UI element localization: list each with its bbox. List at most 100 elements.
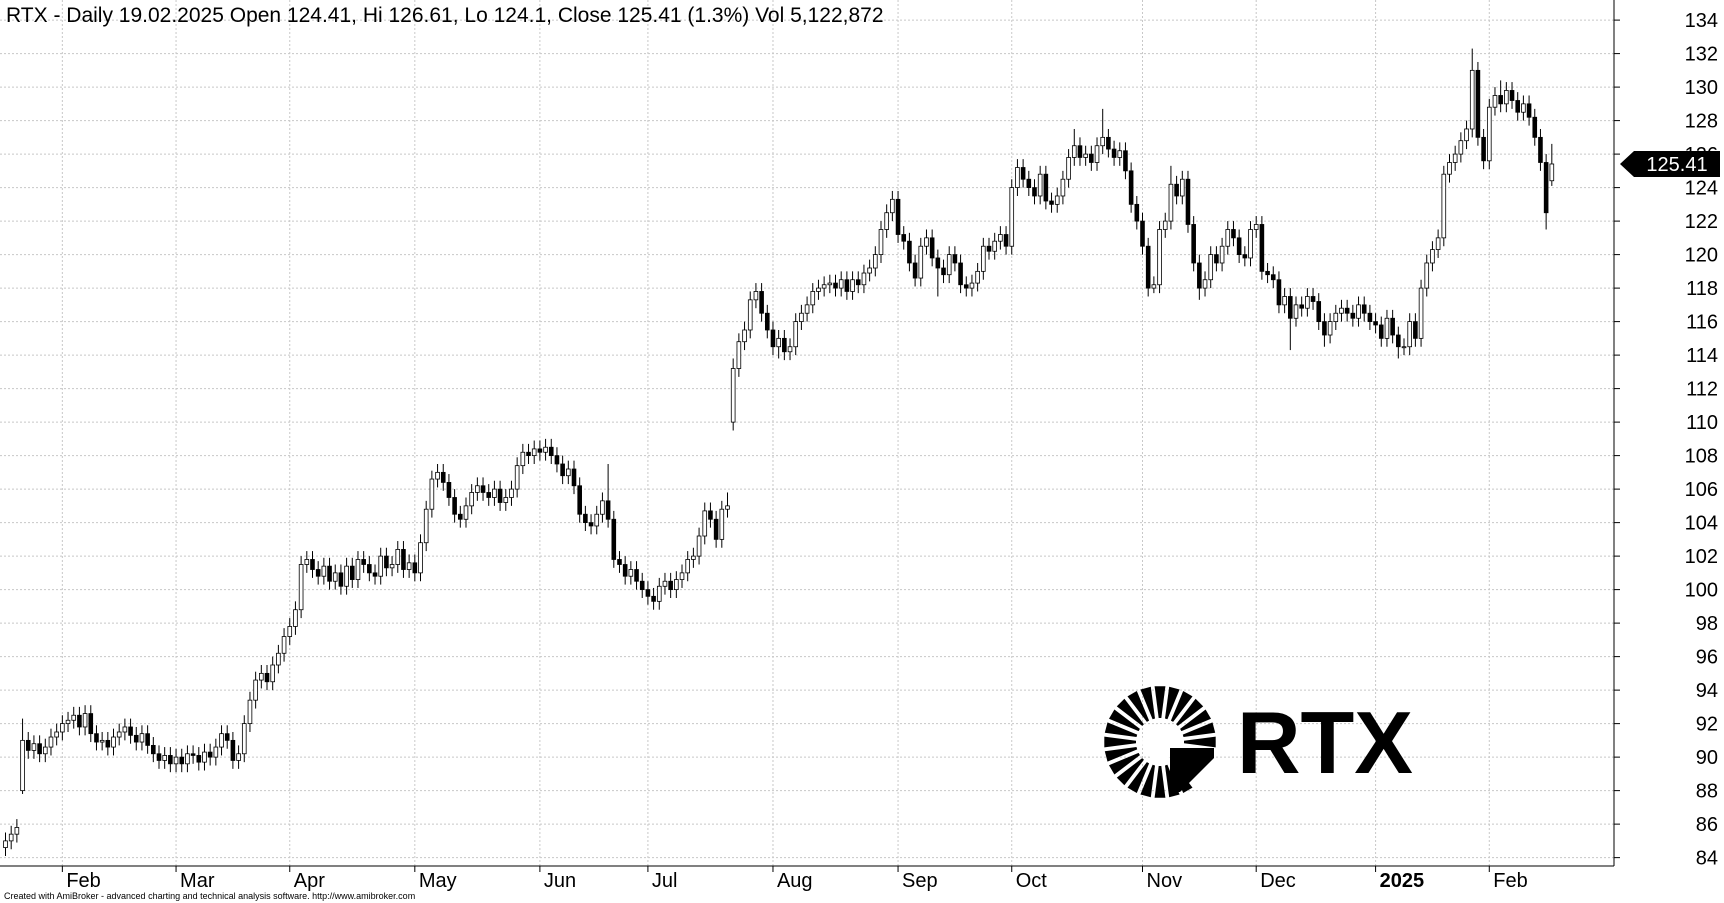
candle-body [918, 245, 924, 279]
candle-body [742, 329, 747, 343]
candle-body [605, 500, 611, 520]
candle-body [1162, 220, 1168, 230]
candle-body [560, 463, 565, 477]
y-tick-label: 120 [1685, 245, 1718, 267]
candle-body [1441, 173, 1447, 239]
candle-body [1117, 150, 1123, 158]
logo-ray [1184, 736, 1216, 748]
logo-text: RTX [1237, 693, 1413, 792]
logo-ray [1116, 758, 1144, 786]
candle-body [1469, 69, 1475, 130]
x-tick-label: Mar [180, 870, 215, 892]
candle-body [440, 471, 446, 483]
candle-body [969, 282, 975, 289]
candle-body [247, 699, 253, 725]
candle-body [1157, 229, 1162, 286]
candle-body [952, 254, 958, 264]
candle-body [1339, 307, 1344, 314]
candle-body [241, 723, 247, 755]
candle-body [1225, 229, 1231, 247]
logo-ray [1140, 686, 1155, 720]
candle-body [1504, 90, 1509, 105]
candle-body [1333, 312, 1339, 323]
candle-body [298, 564, 304, 611]
candle-body [1288, 296, 1293, 319]
y-tick-label: 124 [1685, 178, 1718, 200]
candle-body [656, 585, 662, 602]
candle-body [594, 513, 600, 527]
candle-body [799, 312, 804, 323]
candle-body [1270, 274, 1276, 281]
x-tick-label: Apr [294, 870, 325, 892]
candle-body [1293, 304, 1299, 319]
candle-body [332, 572, 338, 582]
price-tag [1620, 150, 1720, 177]
logo-ray [1104, 747, 1138, 762]
candle-body [1026, 178, 1032, 189]
candle-body [133, 734, 139, 743]
candle-body [88, 713, 94, 735]
candle-body [1208, 254, 1214, 281]
candle-body [1367, 312, 1373, 323]
candle-body [764, 312, 770, 331]
y-tick-label: 98 [1696, 613, 1718, 635]
candle-body [998, 234, 1003, 242]
candle-body [60, 723, 65, 733]
candle-body [1356, 304, 1361, 319]
candle-body [1168, 183, 1174, 222]
candle-body [1521, 103, 1526, 113]
candle-body [1407, 321, 1412, 348]
candle-body [1145, 245, 1151, 289]
candle-body [259, 672, 264, 681]
x-tick-label: May [419, 870, 457, 892]
candle-body [1452, 153, 1458, 163]
candle-body [1430, 249, 1435, 264]
candle-body [1214, 254, 1219, 264]
candle-body [981, 245, 986, 272]
y-tick-label: 94 [1696, 680, 1718, 702]
candle-body [139, 733, 145, 743]
candle-body [702, 510, 708, 537]
logo-ray [1170, 691, 1193, 722]
x-tick-label: Aug [777, 870, 813, 892]
candle-body [162, 755, 167, 761]
candle-body [975, 270, 980, 284]
candle-body [912, 262, 918, 279]
candle-body [782, 337, 787, 353]
candle-body [1140, 220, 1145, 247]
candle-body [662, 580, 668, 587]
candle-body [213, 746, 219, 758]
candle-body [566, 468, 571, 477]
candle-body [554, 455, 560, 465]
candle-body [1049, 200, 1054, 205]
candle-body [14, 827, 20, 835]
candle-body [685, 559, 690, 574]
candle-body [548, 446, 554, 457]
candle-body [105, 739, 111, 748]
candle-body [1043, 173, 1049, 202]
logo-ray [1109, 709, 1140, 732]
candle-body [1071, 145, 1077, 158]
candle-body [1089, 153, 1094, 163]
candle-body [1316, 301, 1322, 323]
candle-body [571, 468, 577, 487]
y-tick-label: 116 [1686, 312, 1718, 334]
x-tick-label: Feb [66, 870, 100, 892]
candle-body [907, 240, 912, 264]
candle-body [526, 451, 531, 457]
logo-ray [1127, 762, 1150, 793]
candle-body [65, 719, 71, 725]
candle-body [810, 291, 816, 306]
logo-ray [1180, 709, 1211, 732]
candle-body [1219, 245, 1225, 264]
candle-body [1054, 195, 1060, 205]
candle-body [821, 284, 827, 289]
candle-body [224, 733, 230, 741]
candle-body [543, 446, 548, 453]
candle-body [1538, 136, 1543, 163]
candle-body [850, 279, 855, 292]
candle-body [1481, 136, 1486, 162]
candle-body [1413, 321, 1418, 339]
candle-body [20, 739, 25, 792]
candle-body [111, 736, 116, 748]
